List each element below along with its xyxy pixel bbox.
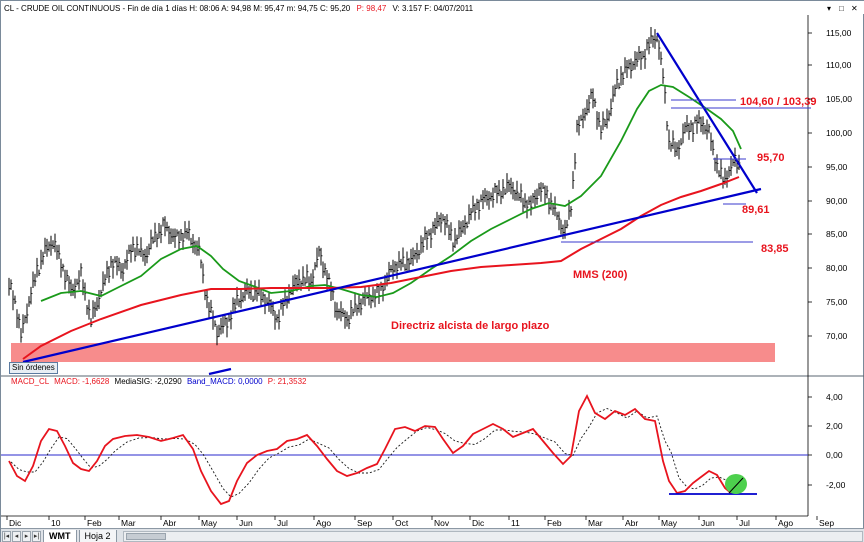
annotation-trendline: Directriz alcista de largo plazo bbox=[391, 320, 550, 332]
scrollbar-thumb[interactable] bbox=[125, 532, 166, 540]
first-sheet-button[interactable]: |◂ bbox=[2, 530, 11, 542]
time-axis-label: Oct bbox=[395, 518, 409, 528]
macd-axis-label: 4,00 bbox=[826, 392, 843, 402]
macd-band: Band_MACD: 0,0000 bbox=[187, 377, 263, 386]
annotation-mms: MMS (200) bbox=[573, 269, 628, 281]
sheet-tab-bar: |◂ ◂ ▸ ▸| WMT Hoja 2 bbox=[1, 528, 864, 542]
time-axis-label: Jul bbox=[739, 518, 750, 528]
moving-average-200 bbox=[22, 176, 740, 360]
time-axis-label: Jul bbox=[277, 518, 288, 528]
downtrend-line[interactable] bbox=[656, 32, 758, 194]
macd-axis-label: 2,00 bbox=[826, 421, 843, 431]
tab-hoja-2[interactable]: Hoja 2 bbox=[78, 529, 117, 542]
minimize-icon[interactable]: ▾ bbox=[827, 4, 831, 13]
time-axis-label: Dic bbox=[9, 518, 22, 528]
price-axis-label: 75,00 bbox=[826, 297, 848, 307]
annotation-8961: 89,61 bbox=[742, 204, 770, 216]
time-axis-label: Mar bbox=[588, 518, 603, 528]
macd-name: MACD_CL bbox=[11, 377, 50, 386]
time-axis-label: Jun bbox=[239, 518, 253, 528]
time-axis-label: Abr bbox=[625, 518, 638, 528]
macd-axis-label: -2,00 bbox=[826, 480, 846, 490]
long-term-uptrend-line-ext bbox=[208, 367, 232, 376]
time-axis-label: Abr bbox=[163, 518, 176, 528]
support-band bbox=[11, 343, 775, 362]
time-axis-label: May bbox=[201, 518, 218, 528]
time-axis-label: Sep bbox=[819, 518, 834, 528]
time-axis-label: Dic bbox=[472, 518, 485, 528]
time-axis-label: Mar bbox=[121, 518, 136, 528]
time-axis-label: May bbox=[661, 518, 678, 528]
price-bars bbox=[8, 26, 741, 346]
price-axis-label: 100,00 bbox=[826, 128, 852, 138]
header-bar bbox=[1, 1, 864, 14]
price-axis-label: 105,00 bbox=[826, 94, 852, 104]
price-axis-label: 85,00 bbox=[826, 229, 848, 239]
time-axis-label: 10 bbox=[51, 518, 61, 528]
time-axis-label: Ago bbox=[778, 518, 793, 528]
moving-average-green bbox=[40, 84, 742, 302]
prev-sheet-button[interactable]: ◂ bbox=[12, 530, 21, 542]
time-axis-label: Sep bbox=[357, 518, 372, 528]
macd-axis-label: 0,00 bbox=[826, 450, 843, 460]
horizontal-scrollbar[interactable] bbox=[122, 530, 863, 542]
window-controls[interactable]: ▾ □ ✕ bbox=[827, 4, 858, 13]
macd-signal: MediaSIG: -2,0290 bbox=[115, 377, 183, 386]
header-text-main: CL - CRUDE OIL CONTINUOUS - Fin de día 1… bbox=[4, 4, 351, 13]
price-axis-label: 115,00 bbox=[826, 28, 852, 38]
price-axis-label: 95,00 bbox=[826, 162, 848, 172]
header-text-p: P: 98,47 bbox=[356, 4, 386, 13]
annotation-9570: 95,70 bbox=[757, 152, 785, 164]
macd-header: MACD_CL MACD: -1,6628 MediaSIG: -2,0290 … bbox=[11, 377, 307, 386]
orders-status: Sin órdenes bbox=[9, 362, 58, 374]
macd-line bbox=[8, 393, 744, 506]
price-axis-label: 70,00 bbox=[826, 331, 848, 341]
price-axis-label: 80,00 bbox=[826, 263, 848, 273]
header-text-tail: V: 3.157 F: 04/07/2011 bbox=[393, 4, 474, 13]
header-title: CL - CRUDE OIL CONTINUOUS - Fin de día 1… bbox=[4, 4, 474, 13]
time-axis-label: Jun bbox=[701, 518, 715, 528]
price-axis-label: 90,00 bbox=[826, 196, 848, 206]
time-axis: Dic 10 Feb Mar Abr May Jun Jul Ago Sep Oct Nov Dic 11… bbox=[6, 516, 834, 528]
time-axis-label: Nov bbox=[434, 518, 450, 528]
price-axis: 115,00 110,00 105,00 100,00 95,00 90,00 85,00 8… bbox=[808, 28, 852, 341]
last-sheet-button[interactable]: ▸| bbox=[32, 530, 41, 542]
restore-icon[interactable]: □ bbox=[839, 4, 844, 13]
price-chart[interactable]: CL - CRUDE OIL CONTINUOUS - Fin de día 1… bbox=[1, 1, 864, 528]
macd-highlight-circle bbox=[725, 474, 747, 494]
price-axis-label: 110,00 bbox=[826, 60, 852, 70]
time-axis-label: Feb bbox=[87, 518, 102, 528]
next-sheet-button[interactable]: ▸ bbox=[22, 530, 31, 542]
macd-arrow-icon bbox=[728, 477, 744, 494]
close-icon[interactable]: ✕ bbox=[851, 4, 858, 13]
long-term-uptrend-line[interactable] bbox=[22, 187, 762, 364]
macd-signal-line bbox=[10, 408, 746, 498]
macd-axis: 4,00 2,00 0,00 -2,00 bbox=[808, 392, 846, 490]
time-axis-label: Ago bbox=[316, 518, 331, 528]
tab-wmt[interactable]: WMT bbox=[43, 529, 77, 542]
time-axis-label: Feb bbox=[547, 518, 562, 528]
time-axis-label: 11 bbox=[511, 518, 520, 528]
macd-p: P: 21,3532 bbox=[268, 377, 307, 386]
macd-value: MACD: -1,6628 bbox=[54, 377, 110, 386]
annotation-target: 104,60 / 103,39 bbox=[740, 96, 816, 108]
annotation-8385: 83,85 bbox=[761, 243, 789, 255]
